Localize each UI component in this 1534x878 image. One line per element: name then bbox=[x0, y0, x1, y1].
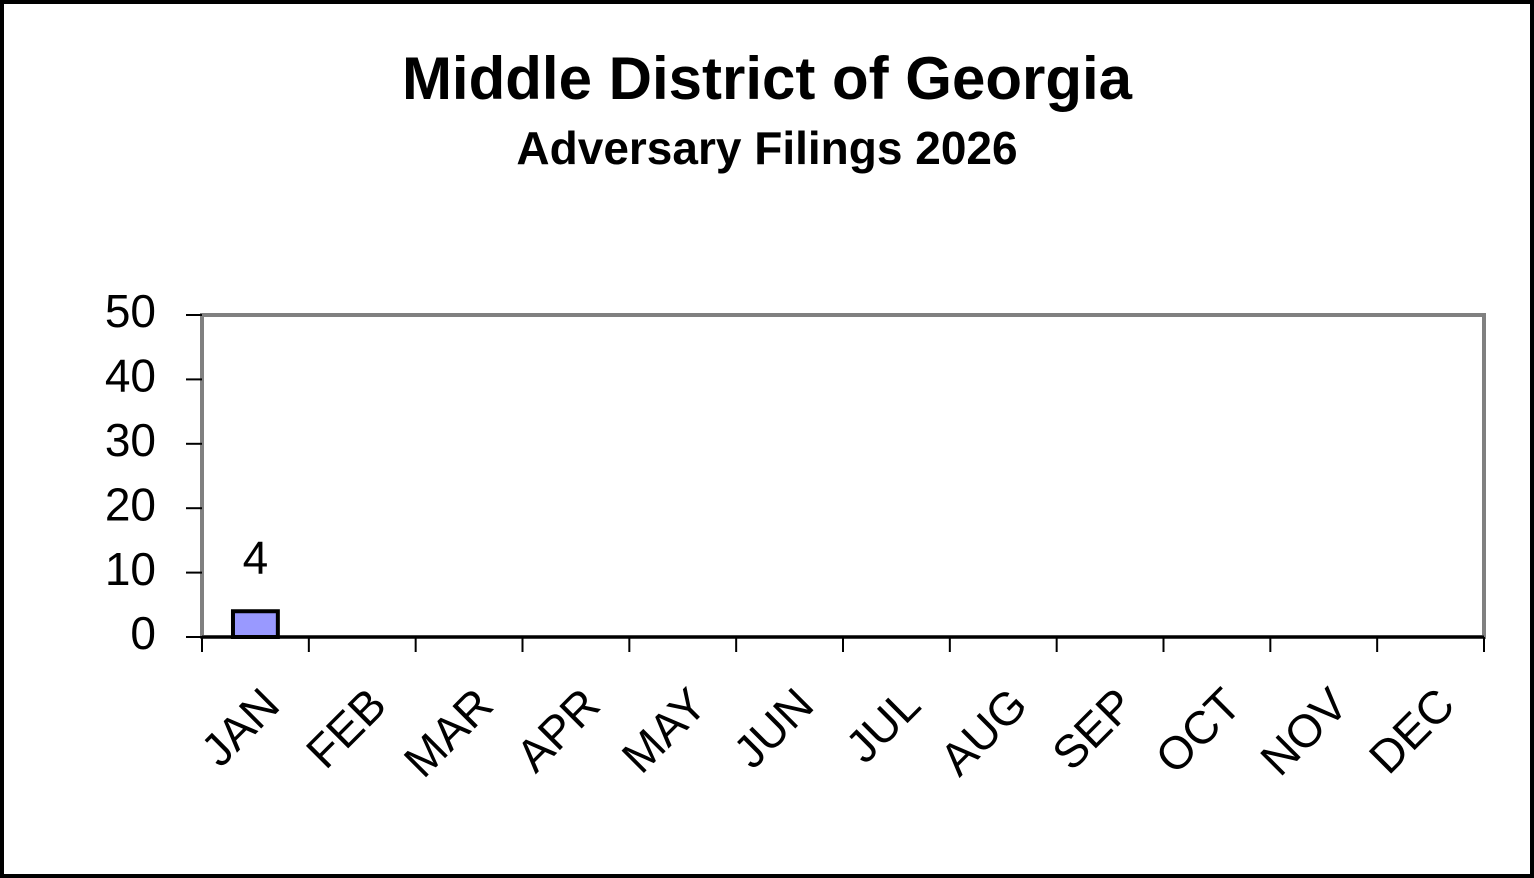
y-tick-label: 30 bbox=[105, 414, 156, 466]
chart-subtitle: Adversary Filings 2026 bbox=[516, 122, 1017, 174]
y-tick-label: 50 bbox=[105, 285, 156, 337]
y-tick-label: 0 bbox=[130, 607, 156, 659]
y-tick-label: 40 bbox=[105, 350, 156, 402]
bar bbox=[230, 609, 280, 639]
chart-title: Middle District of Georgia bbox=[402, 45, 1133, 112]
y-tick-label: 20 bbox=[105, 478, 156, 530]
data-label: 4 bbox=[243, 531, 269, 583]
y-tick-label: 10 bbox=[105, 543, 156, 595]
